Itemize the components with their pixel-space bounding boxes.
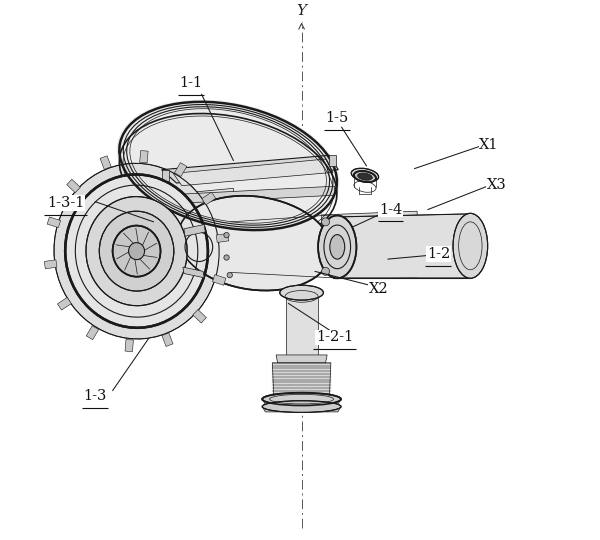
Ellipse shape xyxy=(354,171,376,182)
Polygon shape xyxy=(125,340,133,352)
Polygon shape xyxy=(162,333,173,347)
Polygon shape xyxy=(161,188,233,273)
Ellipse shape xyxy=(322,218,329,226)
Polygon shape xyxy=(44,260,57,269)
Text: 1-2-1: 1-2-1 xyxy=(316,330,353,345)
Polygon shape xyxy=(184,225,205,236)
Polygon shape xyxy=(202,192,215,205)
Ellipse shape xyxy=(318,215,356,278)
Polygon shape xyxy=(161,186,335,204)
Polygon shape xyxy=(333,214,470,278)
Text: 1-1: 1-1 xyxy=(179,77,202,90)
Ellipse shape xyxy=(54,163,219,339)
Ellipse shape xyxy=(330,234,345,259)
Polygon shape xyxy=(263,399,340,407)
Ellipse shape xyxy=(224,233,229,238)
Polygon shape xyxy=(47,217,61,228)
Ellipse shape xyxy=(224,255,229,260)
Ellipse shape xyxy=(178,196,331,291)
Ellipse shape xyxy=(358,173,373,180)
Polygon shape xyxy=(86,326,98,340)
Polygon shape xyxy=(216,233,229,242)
Polygon shape xyxy=(58,298,71,310)
Ellipse shape xyxy=(116,100,340,232)
Polygon shape xyxy=(193,309,206,323)
Ellipse shape xyxy=(86,197,187,306)
Ellipse shape xyxy=(113,226,161,276)
Polygon shape xyxy=(67,179,80,193)
Ellipse shape xyxy=(262,393,341,406)
Ellipse shape xyxy=(453,213,488,278)
Ellipse shape xyxy=(99,211,174,291)
Polygon shape xyxy=(173,159,333,186)
Polygon shape xyxy=(212,275,226,285)
Ellipse shape xyxy=(280,285,323,300)
Polygon shape xyxy=(161,170,169,181)
Polygon shape xyxy=(272,363,331,399)
Polygon shape xyxy=(321,211,417,278)
Text: X2: X2 xyxy=(369,282,389,296)
Polygon shape xyxy=(262,407,341,412)
Text: 1-3-1: 1-3-1 xyxy=(47,196,85,210)
Ellipse shape xyxy=(322,267,329,275)
Polygon shape xyxy=(175,163,187,177)
Polygon shape xyxy=(276,355,327,363)
Text: 1-2: 1-2 xyxy=(427,247,450,261)
Ellipse shape xyxy=(65,174,208,328)
Polygon shape xyxy=(329,156,335,166)
Ellipse shape xyxy=(262,401,341,413)
Ellipse shape xyxy=(351,168,379,182)
Polygon shape xyxy=(286,294,317,356)
Text: X1: X1 xyxy=(479,138,499,152)
Text: X3: X3 xyxy=(487,178,507,192)
Text: 1-5: 1-5 xyxy=(326,111,349,125)
Ellipse shape xyxy=(128,242,145,260)
Polygon shape xyxy=(161,156,338,183)
Polygon shape xyxy=(140,151,148,163)
Text: 1-4: 1-4 xyxy=(379,202,402,217)
Polygon shape xyxy=(183,267,204,278)
Polygon shape xyxy=(100,156,111,170)
Text: Y: Y xyxy=(296,4,307,18)
Ellipse shape xyxy=(227,272,232,278)
Text: 1-3: 1-3 xyxy=(83,389,107,403)
